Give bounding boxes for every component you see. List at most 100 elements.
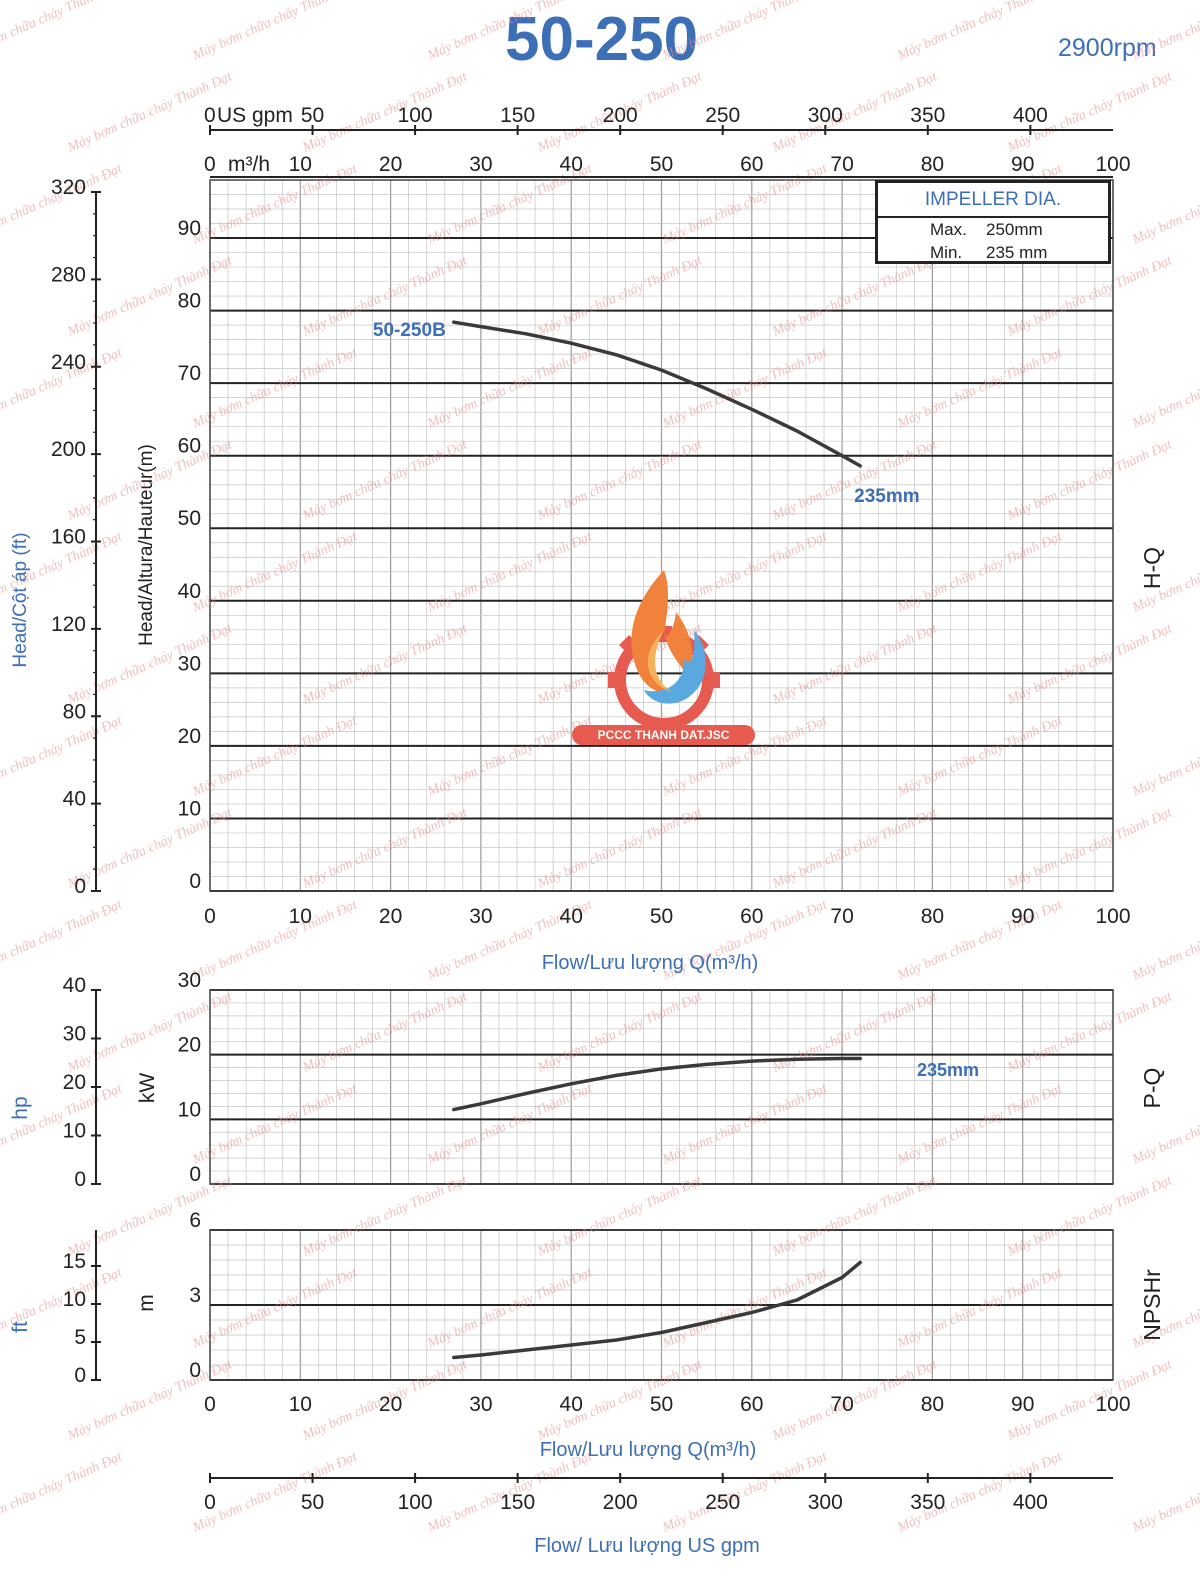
- hq-m-tick-label: 0: [189, 870, 201, 893]
- hq-x-tick-label: 0: [204, 905, 216, 928]
- hq-x-tick-label: 20: [379, 905, 402, 928]
- watermark-text: Máy bơm chữa cháy Thành Đạt: [660, 0, 831, 64]
- npsh-grid: [209, 1229, 1114, 1381]
- hq-m-tick-label: 60: [178, 435, 201, 458]
- watermark-text: Máy bơm chữa cháy Thành Đạt: [0, 1449, 125, 1536]
- npsh-x-tick-label: 90: [1011, 1393, 1034, 1416]
- watermark-text: Máy bơm chữa cháy Thành Đạt: [425, 345, 596, 432]
- watermark-text: Máy bơm chữa cháy Thành Đạt: [1130, 1449, 1200, 1536]
- hq-ft-tick-label: 320: [51, 176, 86, 199]
- top-gpm-tick-label: 300: [808, 104, 843, 127]
- company-logo-text: PCCC THANH DAT.JSC: [572, 725, 755, 745]
- pq-kw-axis-title: kW: [136, 1073, 159, 1104]
- watermark-text: Máy bơm chữa cháy Thành Đạt: [1130, 897, 1200, 984]
- bottom-gpm-tick-label: 350: [910, 1491, 945, 1514]
- bottom-gpm-tick-label: 300: [808, 1491, 843, 1514]
- npsh-ft-tick-label: 5: [74, 1326, 86, 1349]
- watermark-text: Máy bơm chữa cháy Thành Đạt: [1130, 713, 1200, 800]
- watermark-text: Máy bơm chữa cháy Thành Đạt: [895, 1265, 1066, 1352]
- hq-x-tick-label: 60: [740, 905, 763, 928]
- grid-layer: [209, 179, 1114, 1381]
- impeller-min-row: Min. 235 mm: [878, 241, 1108, 264]
- hq-m-tick-label: 20: [178, 725, 201, 748]
- gpm-x-axis-title: Flow/ Lưu lượng US gpm: [534, 1535, 760, 1557]
- pq-panel-title: P-Q: [1139, 1068, 1165, 1109]
- top-m3h-tick-label: 60: [740, 153, 763, 176]
- npsh-x-tick-label: 0: [204, 1393, 216, 1416]
- watermark-text: Máy bơm chữa cháy Thành Đạt: [895, 345, 1066, 432]
- watermark-text: Máy bơm chữa cháy Thành Đạt: [190, 1265, 361, 1352]
- watermark-text: Máy bơm chữa cháy Thành Đạt: [425, 1265, 596, 1352]
- watermark-text: Máy bơm chữa cháy Thành Đạt: [0, 0, 125, 64]
- watermark-text: Máy bơm chữa cháy Thành Đạt: [190, 0, 361, 64]
- hq-ft-tick-label: 200: [51, 438, 86, 461]
- hq-x-tick-label: 70: [830, 905, 853, 928]
- hp-tick-label: 10: [63, 1120, 86, 1143]
- watermark-text: Máy bơm chữa cháy Thành Đạt: [895, 713, 1066, 800]
- speed-label: 2900rpm: [1058, 34, 1157, 62]
- bottom-gpm-tick-label: 400: [1013, 1491, 1048, 1514]
- hq-frame: [209, 179, 1114, 892]
- hq-x-tick-label: 50: [650, 905, 673, 928]
- hq-m-tick-label: 90: [178, 217, 201, 240]
- watermark-text: Máy bơm chữa cháy Thành Đạt: [1005, 621, 1176, 708]
- chart-title: 50-250: [505, 5, 699, 74]
- watermark-text: Máy bơm chữa cháy Thành Đạt: [1130, 345, 1200, 432]
- hq-x-tick-label: 30: [469, 905, 492, 928]
- top-gpm-tick-label: 200: [603, 104, 638, 127]
- hq-ft-tick-label: 280: [51, 263, 86, 286]
- watermark-text: Máy bơm chữa cháy Thành Đạt: [1130, 161, 1200, 248]
- impeller-max-label: Max.: [930, 220, 967, 239]
- top-m3h-tick-label: 50: [650, 153, 673, 176]
- company-logo: PCCC THANH DAT.JSC: [572, 560, 757, 750]
- hq-grid: [209, 179, 1114, 892]
- watermark-text: Máy bơm chữa cháy Thành Đạt: [425, 713, 596, 800]
- npsh-ft-tick-label: 0: [74, 1364, 86, 1387]
- watermark-text: Máy bơm chữa cháy Thành Đạt: [1005, 989, 1176, 1076]
- hq-m-tick-label: 10: [178, 797, 201, 820]
- flame-gear-icon: [608, 570, 720, 730]
- watermark-text: Máy bơm chữa cháy Thành Đạt: [300, 69, 471, 156]
- hq-m-tick-label: 30: [178, 652, 201, 675]
- hq-x-tick-label: 90: [1011, 905, 1034, 928]
- impeller-legend: IMPELLER DIA. Max. 250mm Min. 235 mm: [875, 180, 1111, 264]
- watermark-text: Máy bơm chữa cháy Thành Đạt: [190, 713, 361, 800]
- top-m3h-tick-label: 30: [469, 153, 492, 176]
- bottom-gpm-tick-label: 0: [204, 1491, 216, 1514]
- pq-frame: [209, 989, 1114, 1185]
- npsh-x-tick-label: 60: [740, 1393, 763, 1416]
- hq-x-axis-title: Flow/Lưu lượng Q(m³/h): [542, 952, 759, 974]
- top-m3h-unit: m³/h: [228, 153, 270, 176]
- bottom-gpm-tick-label: 150: [500, 1491, 535, 1514]
- hq-x-tick-label: 40: [560, 905, 583, 928]
- watermark-text: Máy bơm chữa cháy Thành Đạt: [1005, 437, 1176, 524]
- pq-grid: [209, 989, 1114, 1185]
- top-m3h-tick-label: 70: [830, 153, 853, 176]
- top-gpm-tick-label: 150: [500, 104, 535, 127]
- watermark-text: Máy bơm chữa cháy Thành Đạt: [895, 0, 1066, 64]
- hq-x-tick-label: 100: [1095, 905, 1130, 928]
- impeller-min-value: 235 mm: [986, 243, 1048, 262]
- impeller-max-value: 250mm: [986, 220, 1043, 239]
- hq-ft-tick-label: 40: [63, 788, 86, 811]
- hq-ft-axis-title: Head/Cột áp (ft): [10, 532, 31, 667]
- npsh-frame: [209, 1229, 1114, 1381]
- watermark-text: Máy bơm chữa cháy Thành Đạt: [190, 529, 361, 616]
- top-gpm-tick-label: 0: [204, 104, 216, 127]
- npsh-x-tick-label: 50: [650, 1393, 673, 1416]
- bottom-gpm-tick-label: 250: [705, 1491, 740, 1514]
- top-gpm-tick-label: 250: [705, 104, 740, 127]
- hq-m-tick-label: 70: [178, 362, 201, 385]
- npsh-ft-tick-label: 15: [63, 1250, 86, 1273]
- impeller-max-row: Max. 250mm: [878, 218, 1108, 241]
- watermark-text: Máy bơm chữa cháy Thành Đạt: [660, 1449, 831, 1536]
- top-m3h-tick-label: 40: [560, 153, 583, 176]
- watermark-text: Máy bơm chữa cháy Thành Đạt: [895, 529, 1066, 616]
- bottom-gpm-tick-label: 100: [398, 1491, 433, 1514]
- npsh-x-tick-label: 80: [921, 1393, 944, 1416]
- npsh-x-tick-label: 30: [469, 1393, 492, 1416]
- pq-series-label: 235mm: [917, 1060, 979, 1080]
- hp-tick-label: 0: [74, 1168, 86, 1191]
- npsh-x-tick-label: 20: [379, 1393, 402, 1416]
